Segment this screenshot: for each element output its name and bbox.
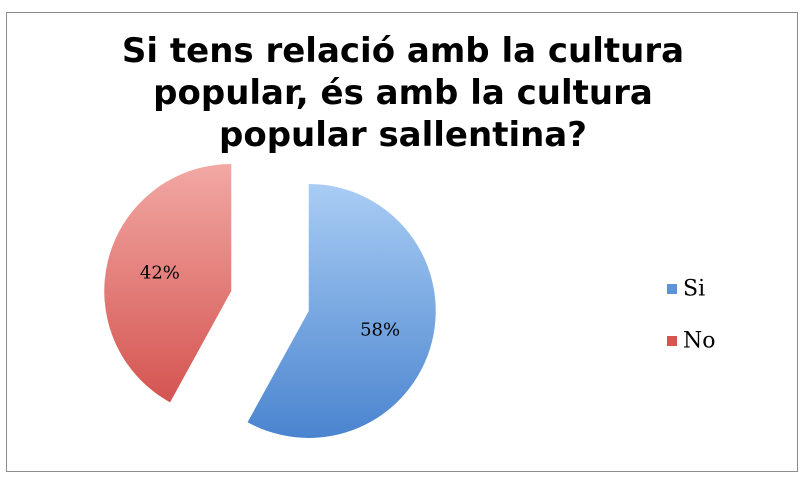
legend-item-si: Si — [667, 276, 705, 302]
chart-title-line-3: popular sallentina? — [219, 115, 587, 155]
data-label-si: 58% — [360, 319, 400, 340]
pie-slice-si — [247, 183, 436, 438]
legend-swatch-no — [667, 336, 677, 346]
legend-swatch-si — [667, 284, 677, 294]
legend-label-no: No — [683, 328, 716, 354]
chart-title-line-1: Si tens relació amb la cultura — [121, 31, 685, 71]
pie-slice-no — [104, 164, 232, 403]
data-label-no: 42% — [140, 263, 180, 284]
legend-item-no: No — [667, 328, 716, 354]
chart-title-line-2: popular, és amb la cultura — [153, 73, 653, 113]
chart-title: Si tens relació amb la cultura popular, … — [0, 30, 806, 156]
legend-label-si: Si — [683, 276, 706, 302]
